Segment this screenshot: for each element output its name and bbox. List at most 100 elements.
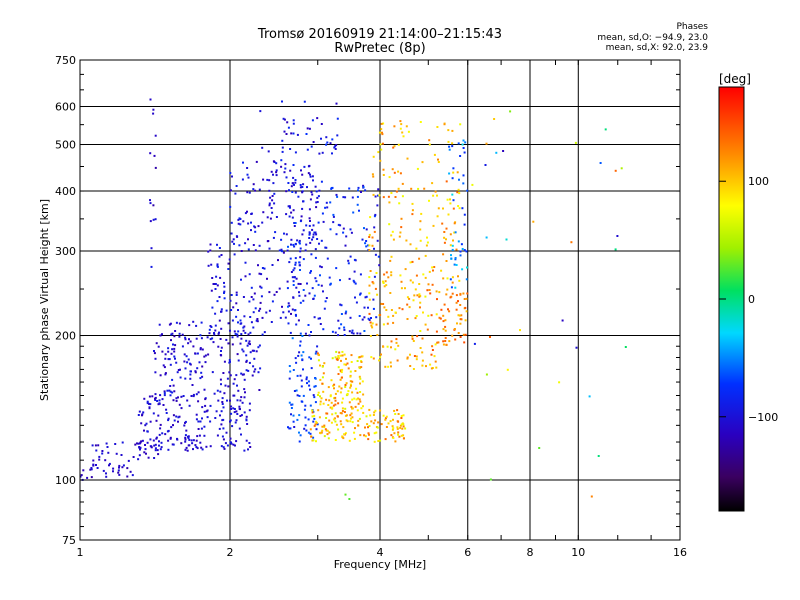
data-point	[370, 356, 373, 359]
data-point	[244, 242, 247, 245]
data-point	[342, 231, 345, 234]
data-point	[309, 388, 311, 391]
data-point	[271, 211, 274, 214]
data-point	[309, 432, 312, 435]
data-point	[152, 439, 155, 442]
data-point	[361, 355, 364, 358]
data-point	[358, 375, 361, 378]
data-point	[231, 240, 234, 243]
data-point	[143, 429, 145, 432]
data-point	[389, 259, 392, 262]
data-point	[311, 238, 313, 241]
data-point	[207, 264, 210, 267]
data-point	[242, 220, 245, 223]
data-point	[400, 423, 403, 426]
data-point	[171, 332, 174, 335]
data-point	[306, 282, 308, 285]
data-point	[334, 412, 337, 415]
data-point	[226, 377, 229, 380]
data-point	[185, 429, 188, 432]
data-point	[386, 322, 389, 325]
data-point	[299, 344, 302, 347]
data-point	[466, 266, 468, 269]
data-point	[329, 228, 332, 231]
data-point	[604, 128, 607, 131]
data-point	[289, 148, 292, 150]
data-point	[372, 414, 375, 416]
data-point	[153, 350, 155, 352]
data-point	[118, 466, 120, 469]
data-point	[172, 343, 174, 346]
data-point	[322, 372, 325, 375]
data-point	[268, 204, 271, 207]
data-point	[293, 225, 296, 227]
data-point	[149, 220, 152, 223]
data-point	[400, 217, 403, 220]
data-point	[561, 319, 564, 322]
data-point	[311, 287, 314, 290]
data-point	[251, 349, 254, 352]
data-point	[149, 438, 152, 441]
data-point	[258, 244, 261, 247]
data-point	[308, 292, 311, 295]
data-point	[163, 366, 166, 369]
data-point	[409, 365, 412, 367]
data-point	[194, 444, 197, 447]
data-point	[336, 390, 339, 393]
data-point	[360, 191, 362, 193]
data-point	[412, 368, 415, 370]
data-point	[357, 424, 360, 427]
data-point	[292, 164, 295, 166]
data-point	[221, 435, 224, 438]
data-point	[231, 425, 234, 428]
data-point	[338, 385, 341, 388]
data-point	[187, 437, 190, 439]
x-tick-label: 10	[571, 546, 585, 559]
data-point	[229, 399, 231, 402]
data-point	[257, 346, 260, 349]
data-point	[374, 253, 377, 256]
data-point	[173, 335, 176, 338]
data-point	[360, 366, 363, 369]
data-point	[180, 407, 183, 410]
data-point	[296, 418, 299, 421]
data-point	[368, 312, 371, 315]
data-point	[238, 427, 241, 430]
data-point	[397, 413, 400, 415]
data-point	[382, 303, 385, 305]
data-point	[170, 333, 173, 336]
data-point	[346, 393, 349, 395]
data-point	[317, 391, 320, 394]
data-point	[285, 176, 288, 179]
data-point	[367, 244, 370, 247]
data-point	[155, 342, 158, 345]
data-point	[379, 356, 382, 359]
data-point	[378, 359, 381, 362]
data-point	[220, 254, 223, 256]
data-point	[368, 236, 371, 238]
data-point	[188, 444, 191, 447]
data-point	[230, 442, 233, 445]
data-point	[247, 448, 249, 451]
data-point	[149, 420, 152, 423]
data-point	[464, 319, 467, 322]
data-point	[450, 286, 453, 289]
data-point	[178, 335, 181, 338]
data-point	[462, 333, 465, 336]
data-point	[247, 238, 249, 241]
data-point	[388, 201, 391, 204]
data-point	[340, 304, 343, 307]
data-point	[373, 275, 376, 278]
data-point	[330, 401, 333, 404]
data-point	[290, 211, 293, 214]
data-point	[333, 146, 336, 149]
data-point	[275, 216, 278, 218]
data-point	[219, 378, 222, 381]
data-point	[383, 306, 386, 309]
data-point	[317, 221, 320, 224]
data-point	[159, 394, 162, 397]
data-point	[245, 418, 248, 421]
data-point	[315, 233, 318, 236]
data-point	[376, 426, 379, 429]
data-point	[299, 184, 302, 186]
